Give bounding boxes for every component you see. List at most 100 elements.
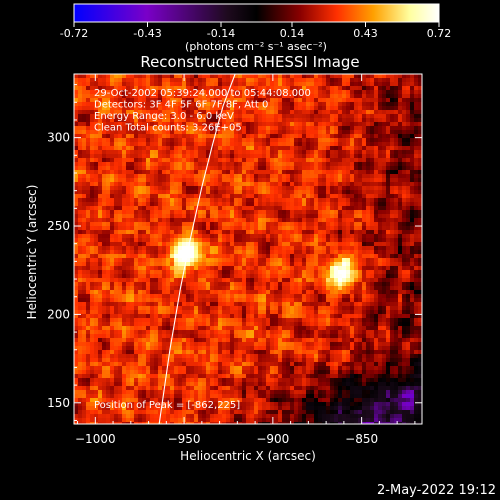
heatmap-cell — [222, 250, 226, 254]
heatmap-cell — [318, 158, 322, 162]
heatmap-cell — [110, 98, 114, 102]
heatmap-cell — [134, 242, 138, 246]
heatmap-cell — [418, 146, 422, 150]
heatmap-cell — [274, 114, 278, 118]
heatmap-cell — [166, 162, 170, 166]
heatmap-cell — [206, 106, 210, 110]
heatmap-cell — [282, 274, 286, 278]
heatmap-cell — [174, 262, 178, 266]
heatmap-cell — [138, 298, 142, 302]
heatmap-cell — [190, 182, 194, 186]
heatmap-cell — [310, 290, 314, 294]
heatmap-cell — [242, 238, 246, 242]
heatmap-cell — [330, 270, 334, 274]
heatmap-cell — [94, 278, 98, 282]
heatmap-cell — [86, 154, 90, 158]
heatmap-cell — [306, 286, 310, 290]
heatmap-cell — [278, 90, 282, 94]
heatmap-cell — [386, 230, 390, 234]
heatmap-cell — [94, 110, 98, 114]
heatmap-cell — [82, 182, 86, 186]
heatmap-cell — [190, 150, 194, 154]
heatmap-cell — [222, 86, 226, 90]
heatmap-cell — [78, 174, 82, 178]
heatmap-cell — [342, 230, 346, 234]
heatmap-cell — [210, 98, 214, 102]
heatmap-cell — [346, 154, 350, 158]
heatmap-cell — [198, 90, 202, 94]
heatmap-cell — [86, 166, 90, 170]
heatmap-cell — [286, 242, 290, 246]
heatmap-cell — [258, 198, 262, 202]
heatmap-cell — [146, 82, 150, 86]
heatmap-cell — [190, 194, 194, 198]
heatmap-cell — [330, 82, 334, 86]
heatmap-cell — [406, 86, 410, 90]
heatmap-cell — [394, 74, 398, 78]
heatmap-cell — [130, 110, 134, 114]
heatmap-cell — [114, 170, 118, 174]
heatmap-cell — [314, 82, 318, 86]
heatmap-cell — [354, 234, 358, 238]
heatmap-cell — [174, 162, 178, 166]
heatmap-cell — [362, 134, 366, 138]
heatmap-cell — [226, 118, 230, 122]
heatmap-cell — [230, 134, 234, 138]
heatmap-cell — [366, 222, 370, 226]
heatmap-cell — [194, 102, 198, 106]
heatmap-cell — [202, 86, 206, 90]
heatmap-cell — [118, 218, 122, 222]
heatmap-cell — [166, 182, 170, 186]
heatmap-cell — [114, 254, 118, 258]
heatmap-cell — [110, 90, 114, 94]
heatmap-cell — [342, 286, 346, 290]
heatmap-cell — [154, 174, 158, 178]
heatmap-cell — [282, 154, 286, 158]
heatmap-cell — [374, 254, 378, 258]
heatmap-cell — [110, 302, 114, 306]
heatmap-cell — [210, 150, 214, 154]
heatmap-cell — [326, 110, 330, 114]
heatmap-cell — [262, 118, 266, 122]
heatmap-cell — [186, 90, 190, 94]
heatmap-cell — [294, 138, 298, 142]
heatmap-cell — [194, 158, 198, 162]
heatmap-cell — [74, 126, 78, 130]
heatmap-cell — [134, 298, 138, 302]
heatmap-cell — [242, 198, 246, 202]
heatmap-cell — [138, 126, 142, 130]
heatmap-cell — [362, 270, 366, 274]
heatmap-cell — [162, 290, 166, 294]
heatmap-cell — [282, 134, 286, 138]
heatmap-cell — [142, 178, 146, 182]
heatmap-cell — [286, 162, 290, 166]
heatmap-cell — [86, 110, 90, 114]
heatmap-cell — [102, 126, 106, 130]
heatmap-cell — [242, 206, 246, 210]
heatmap-cell — [158, 158, 162, 162]
heatmap-cell — [110, 198, 114, 202]
heatmap-cell — [342, 238, 346, 242]
heatmap-cell — [222, 90, 226, 94]
heatmap-cell — [174, 238, 178, 242]
heatmap-cell — [278, 94, 282, 98]
heatmap-cell — [390, 102, 394, 106]
heatmap-cell — [398, 210, 402, 214]
heatmap-cell — [78, 138, 82, 142]
heatmap-cell — [254, 82, 258, 86]
heatmap-cell — [198, 138, 202, 142]
heatmap-cell — [90, 90, 94, 94]
heatmap-cell — [370, 138, 374, 142]
heatmap-cell — [270, 206, 274, 210]
heatmap-cell — [154, 270, 158, 274]
heatmap-cell — [138, 278, 142, 282]
heatmap-cell — [106, 202, 110, 206]
heatmap-cell — [226, 78, 230, 82]
heatmap-cell — [370, 150, 374, 154]
heatmap-cell — [230, 94, 234, 98]
heatmap-cell — [390, 258, 394, 262]
heatmap-cell — [250, 106, 254, 110]
heatmap-cell — [210, 274, 214, 278]
heatmap-cell — [162, 202, 166, 206]
heatmap-cell — [418, 94, 422, 98]
